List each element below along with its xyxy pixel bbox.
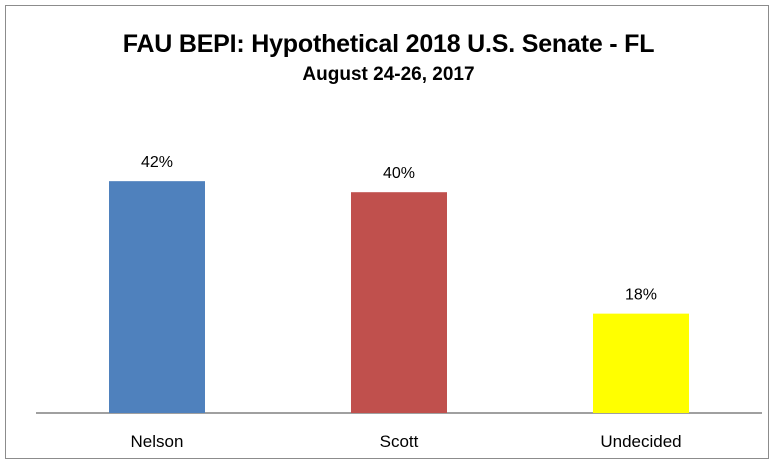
category-labels-layer: Nelson Scott Undecided — [131, 432, 682, 451]
category-label-nelson: Nelson — [131, 432, 184, 451]
data-label-scott: 40% — [383, 165, 415, 182]
chart-title: FAU BEPI: Hypothetical 2018 U.S. Senate … — [122, 30, 655, 58]
bar-undecided — [593, 313, 689, 413]
bar-scott — [351, 192, 447, 413]
bar-nelson — [109, 181, 205, 413]
data-label-undecided: 18% — [625, 287, 657, 304]
data-label-nelson: 42% — [141, 154, 173, 171]
data-labels-layer: 42% 40% 18% — [141, 154, 657, 303]
category-label-undecided: Undecided — [600, 432, 681, 451]
category-label-scott: Scott — [380, 432, 419, 451]
bars-layer — [109, 181, 689, 413]
chart-subtitle: August 24-26, 2017 — [302, 64, 475, 85]
